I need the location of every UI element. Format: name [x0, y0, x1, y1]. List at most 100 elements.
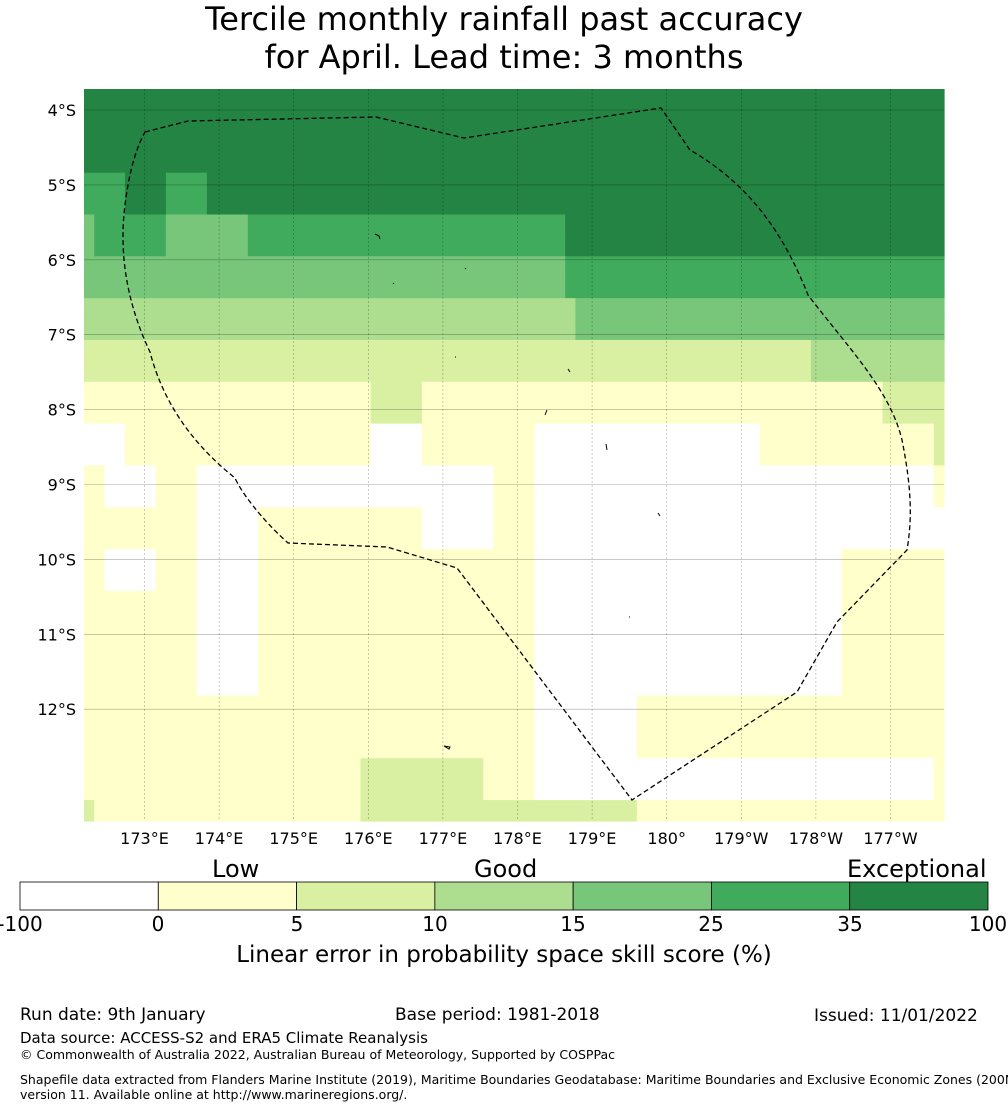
heatmap-cell [84, 423, 126, 446]
heatmap-cell [360, 800, 638, 822]
longitude-label: 177°E [419, 829, 468, 848]
heatmap-cell [84, 256, 566, 278]
heatmap-cell [84, 465, 106, 487]
islands [374, 233, 661, 750]
colorbar-tick: -100 [0, 912, 43, 936]
heatmap-cell [124, 193, 167, 216]
heatmap-cell [493, 486, 536, 508]
longitude-label: 178°E [493, 829, 542, 848]
heatmap-cell [565, 277, 945, 299]
heatmap-cell [810, 339, 945, 362]
heatmap-cell [421, 381, 884, 404]
heatmap-cell [933, 779, 945, 801]
colorbar-segment [572, 881, 712, 911]
colorbar-tick: 35 [837, 912, 863, 936]
colorbar-tick: 100 [968, 912, 1008, 936]
island [605, 443, 608, 451]
heatmap-cell [534, 444, 761, 467]
latitude-label: 9°S [48, 476, 76, 495]
heatmap-cell [933, 486, 945, 508]
colorbar-segment [434, 881, 574, 911]
latitude-label: 10°S [37, 550, 76, 569]
map-title: Tercile monthly rainfall past accuracy f… [0, 0, 1008, 76]
heatmap-cell [84, 507, 198, 529]
heatmap-cell [534, 507, 945, 529]
heatmap-cell [810, 360, 945, 383]
latitude-labels: 4°S 5°S 6°S 7°S 8°S 9°S 10°S 11°S 12°S [37, 101, 76, 719]
heatmap-cell [196, 570, 259, 592]
skill-score-heatmap [84, 89, 945, 822]
longitude-labels: 173°E 174°E 175°E 176°E 177°E 178°E 179°E 180° 1… [120, 829, 918, 848]
heatmap-cell [565, 214, 945, 236]
heatmap-cell [534, 528, 945, 550]
colorbar-segment [711, 881, 851, 911]
heatmap-cell [421, 528, 495, 550]
longitude-label: 176°E [344, 829, 393, 848]
island [544, 409, 548, 416]
legend-category-exceptional: Exceptional [847, 855, 987, 883]
heatmap-cell [483, 779, 536, 801]
heatmap-cell [84, 737, 536, 759]
heatmap-cell [155, 486, 198, 508]
heatmap-cell [165, 214, 249, 236]
latitude-label: 12°S [37, 700, 76, 719]
heatmap-cell [933, 465, 945, 487]
latitude-label: 5°S [48, 176, 76, 195]
heatmap-cell [370, 402, 423, 425]
heatmap-cell [258, 549, 536, 571]
heatmap-cell [84, 800, 95, 822]
heatmap-cell [84, 632, 198, 655]
heatmap-cell [565, 235, 945, 257]
latitude-label: 6°S [48, 251, 76, 270]
heatmap-cell [84, 89, 945, 111]
island [443, 745, 451, 750]
colorbar-segment [849, 881, 989, 911]
heatmap-cell [258, 507, 423, 529]
heatmap-cell [258, 674, 536, 697]
heatmap-cell [534, 632, 843, 655]
heatmap-cell [534, 737, 638, 759]
heatmap-cell [84, 298, 577, 320]
heatmap-cell [841, 570, 945, 592]
heatmap-cell [493, 465, 536, 487]
data-source: Data source: ACCESS-S2 and ERA5 Climate … [20, 1029, 428, 1047]
eez-boundary [122, 107, 911, 801]
issued-date: Issued: 11/01/2022 [814, 1006, 978, 1026]
colorbar-tick: 0 [151, 912, 165, 936]
title-line-1: Tercile monthly rainfall past accuracy [205, 0, 803, 38]
heatmap-cell [196, 632, 259, 655]
heatmap-cell [84, 549, 106, 571]
heatmap-cell [84, 779, 362, 801]
heatmap-cell [84, 235, 95, 257]
heatmap-cell [258, 528, 423, 550]
latitude-label: 4°S [48, 101, 76, 120]
heatmap-cell [84, 528, 198, 550]
heatmap-cell [421, 444, 536, 467]
heatmap-cell [841, 590, 945, 613]
latitude-label: 7°S [48, 326, 76, 345]
base-period: Base period: 1981-2018 [395, 1005, 600, 1025]
heatmap-cell [841, 611, 945, 634]
heatmap-cell [196, 465, 495, 487]
heatmap-cell [534, 674, 843, 697]
heatmap-cell [483, 758, 536, 780]
heatmap-cell [84, 716, 536, 738]
longitude-label: 179°W [714, 829, 769, 848]
heatmap-cell [84, 109, 945, 132]
heatmap-cell [841, 632, 945, 655]
heatmap-cell [206, 172, 945, 195]
heatmap-cell [84, 130, 945, 153]
heatmap-cell [94, 214, 167, 236]
latitude-label: 8°S [48, 401, 76, 420]
island [657, 512, 661, 517]
heatmap-cell [165, 193, 208, 216]
heatmap-cell [196, 549, 259, 571]
heatmap-cell [84, 695, 536, 718]
heatmap-cell [575, 298, 945, 320]
heatmap-cell [104, 486, 157, 508]
shapefile-credit-line-2: version 11. Available online at http://w… [20, 1087, 408, 1102]
lat-lon-gridlines [84, 89, 944, 821]
heatmap-cell [534, 590, 843, 613]
heatmap-cell [534, 653, 843, 676]
heatmap-cell [196, 674, 259, 697]
